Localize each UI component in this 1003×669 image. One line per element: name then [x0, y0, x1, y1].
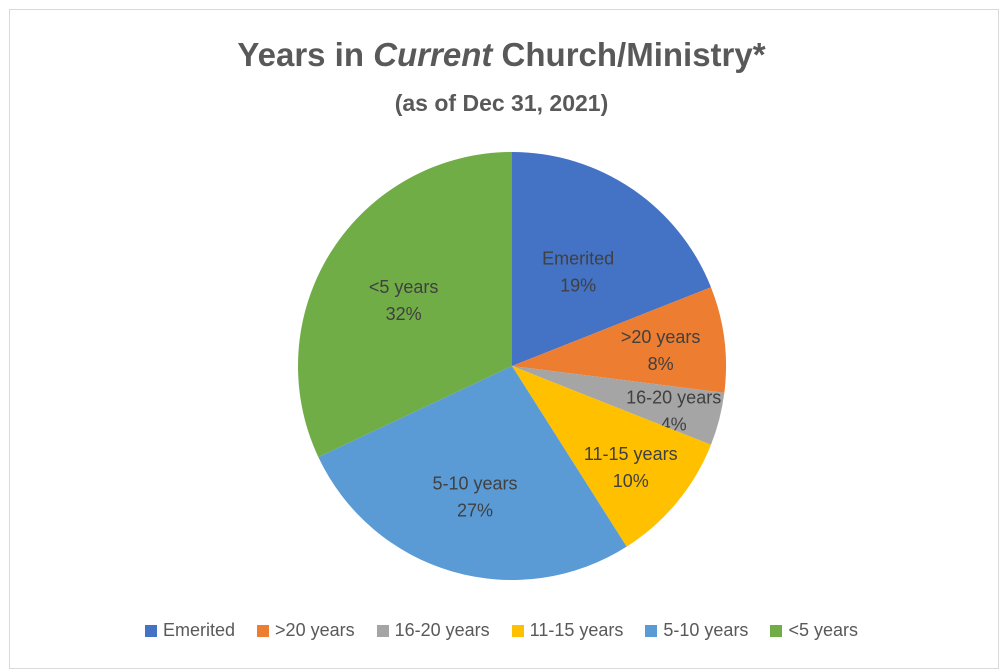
- chart-title: Years in Current Church/Ministry*: [0, 36, 1003, 74]
- legend-label-11-15-years: 11-15 years: [529, 620, 624, 640]
- legend-swatch-5-years: [770, 624, 783, 637]
- pie-slice-20-years: [512, 287, 726, 393]
- legend-swatch-11-15-years: [511, 624, 524, 637]
- legend-item-emerited: Emerited: [145, 620, 235, 641]
- slice-label-11-15-years: 11-15 years: [584, 444, 678, 464]
- slice-label-20-years: >20 years: [621, 327, 701, 347]
- chart-subtitle: (as of Dec 31, 2021): [394, 90, 609, 116]
- chart-title-part-2: Current: [373, 36, 493, 73]
- legend-swatch-16-20-years: [376, 624, 389, 637]
- slice-value-5-10-years: 27%: [457, 500, 493, 520]
- slice-label-5-10-years: 5-10 years: [432, 473, 517, 493]
- legend-label-emerited: Emerited: [163, 620, 236, 640]
- pie-slice-emerited: [512, 152, 711, 366]
- chart-title-part-1: Years in: [237, 36, 374, 73]
- slice-label-emerited: Emerited: [542, 249, 614, 269]
- legend-label-5-years: <5 years: [788, 620, 858, 640]
- pie-slice-5-10-years: [318, 366, 627, 580]
- legend-item-20-years: >20 years: [257, 620, 355, 641]
- legend-item-11-15-years: 11-15 years: [511, 620, 624, 641]
- pie-slice-16-20-years: [512, 366, 725, 445]
- slice-value-emerited: 19%: [560, 276, 596, 296]
- pie-slice-5-years: [298, 152, 512, 458]
- slice-value-5-years: 32%: [386, 304, 422, 324]
- pie-slice-11-15-years: [512, 366, 711, 547]
- legend-swatch-emerited: [145, 624, 158, 637]
- legend-swatch-5-10-years: [645, 624, 658, 637]
- legend-item-5-10-years: 5-10 years: [645, 620, 748, 641]
- slice-label-16-20-years: 16-20 years: [626, 388, 721, 408]
- chart-legend: Emerited >20 years 16-20 years 11-15 years 5…: [0, 620, 1003, 641]
- legend-item-5-years: <5 years: [770, 620, 858, 641]
- slice-value-11-15-years: 10%: [613, 471, 649, 491]
- slice-value-20-years: 8%: [648, 354, 674, 374]
- legend-label-16-20-years: 16-20 years: [394, 620, 490, 640]
- chart-title-part-3: Church/Ministry*: [492, 36, 766, 73]
- legend-item-16-20-years: 16-20 years: [376, 620, 490, 641]
- legend-label-5-10-years: 5-10 years: [663, 620, 749, 640]
- legend-label-20-years: >20 years: [275, 620, 355, 640]
- legend-swatch-20-years: [257, 624, 270, 637]
- slice-label-5-years: <5 years: [369, 277, 439, 297]
